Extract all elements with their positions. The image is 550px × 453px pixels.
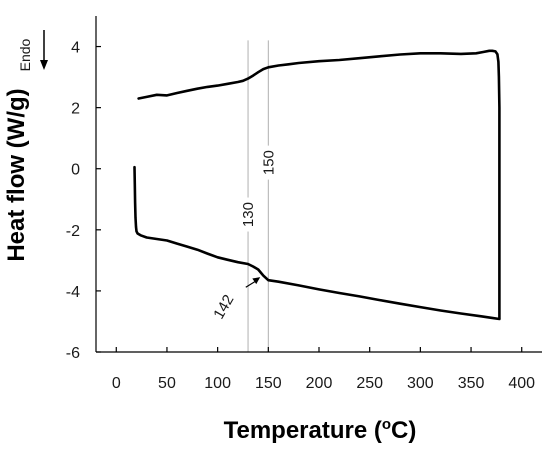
x-tick-label: 250 bbox=[356, 375, 383, 392]
x-tick-label: 200 bbox=[306, 375, 333, 392]
reference-label-130: 130 bbox=[240, 202, 257, 227]
y-tick-label: -4 bbox=[66, 284, 80, 301]
y-tick-label: 2 bbox=[71, 101, 80, 118]
series-layer bbox=[133, 49, 501, 321]
axes: -6 -4 -2 0 2 4 0 50 100 150 200 250 300 350 400 bbox=[66, 16, 542, 392]
y-tick-label: -6 bbox=[66, 345, 80, 362]
x-tick-label: 400 bbox=[508, 375, 535, 392]
reference-label-bg bbox=[239, 197, 258, 232]
y-tick-label: 4 bbox=[71, 40, 80, 57]
x-axis-title: Temperature (oC) bbox=[224, 416, 417, 444]
x-tick-label: 350 bbox=[458, 375, 485, 392]
x-tick-label: 150 bbox=[255, 375, 282, 392]
x-tick-label: 50 bbox=[158, 375, 176, 392]
y-tick-label: -2 bbox=[66, 223, 80, 240]
y-tick-label: 0 bbox=[71, 162, 80, 179]
x-tick-label: 100 bbox=[204, 375, 231, 392]
annotations: 142 bbox=[210, 277, 261, 322]
annotation-arrowhead bbox=[252, 277, 261, 285]
series-line-2 bbox=[133, 165, 501, 321]
annotation-label-142: 142 bbox=[210, 292, 237, 322]
series-line-1 bbox=[137, 49, 501, 320]
endo-label: Endo bbox=[17, 38, 33, 71]
x-tick-label: 0 bbox=[112, 375, 121, 392]
x-tick-label: 300 bbox=[407, 375, 434, 392]
reference-lines: 130 150 bbox=[239, 40, 278, 352]
reference-label-bg bbox=[259, 145, 278, 180]
y-axis-title: Heat flow (W/g) bbox=[3, 88, 30, 261]
endo-arrow-icon bbox=[40, 30, 48, 70]
reference-label-150: 150 bbox=[260, 150, 277, 175]
